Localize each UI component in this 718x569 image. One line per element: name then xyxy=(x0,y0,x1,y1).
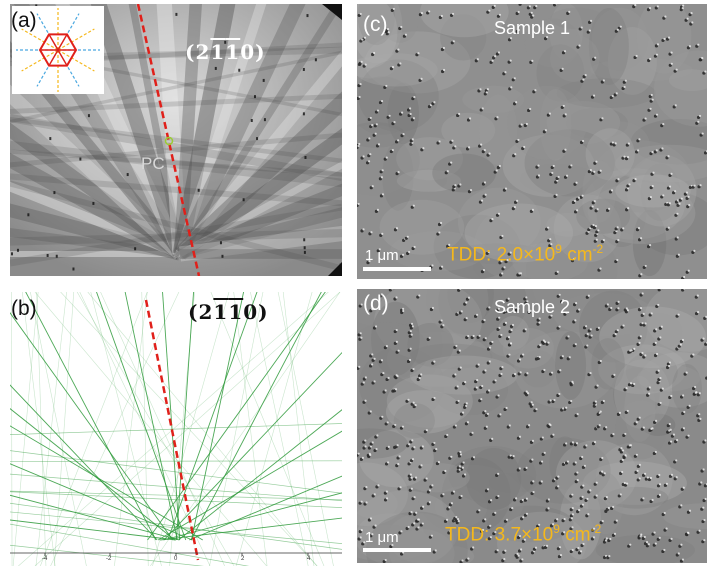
kikuchi-pattern-image xyxy=(10,4,342,276)
sem-image-sample-1: (c) Sample 1 1 μm TDD: 2.0×109 cm-2 xyxy=(357,4,707,279)
plane-label-a: (2110) xyxy=(185,40,266,64)
sem-image-sample-2: (d) Sample 2 1 μm TDD: 3.7×109 cm-2 xyxy=(357,289,707,563)
plane-label-b: (2110) xyxy=(188,300,269,324)
simulated-pattern-plot xyxy=(10,292,342,566)
sem-texture xyxy=(357,289,707,563)
sample-title: Sample 1 xyxy=(493,18,571,38)
tdd-value: TDD: 2.0×109 cm-2 xyxy=(447,242,604,266)
scale-bar-label: 1 μm xyxy=(365,247,399,264)
scale-bar xyxy=(363,548,431,552)
axis-tick: 0 xyxy=(174,556,178,562)
panel-label-a: (a) xyxy=(11,9,37,32)
axis-tick: -4 xyxy=(42,556,48,562)
simulated-pattern-panel: (b) (2110) -4 -2 0 2 4 xyxy=(10,292,342,566)
panel-label-c: (c) xyxy=(363,13,388,36)
panel-label-d: (d) xyxy=(363,292,389,315)
axis-tick: 4 xyxy=(307,556,311,562)
pattern-center-label: PC xyxy=(141,154,165,173)
panel-label-b: (b) xyxy=(11,297,37,320)
axis-tick: 2 xyxy=(241,556,245,562)
sample-title: Sample 2 xyxy=(493,297,571,317)
axis-tick: -2 xyxy=(106,556,112,562)
hexagon-inset xyxy=(12,6,104,94)
tdd-value: TDD: 3.7×109 cm-2 xyxy=(445,522,602,546)
scale-bar-label: 1 μm xyxy=(365,529,399,546)
sem-texture xyxy=(357,4,707,279)
hexagon-inset-icon xyxy=(16,8,100,92)
kikuchi-pattern-panel: (a) (2110) PC xyxy=(10,4,342,276)
scale-bar xyxy=(363,267,431,271)
